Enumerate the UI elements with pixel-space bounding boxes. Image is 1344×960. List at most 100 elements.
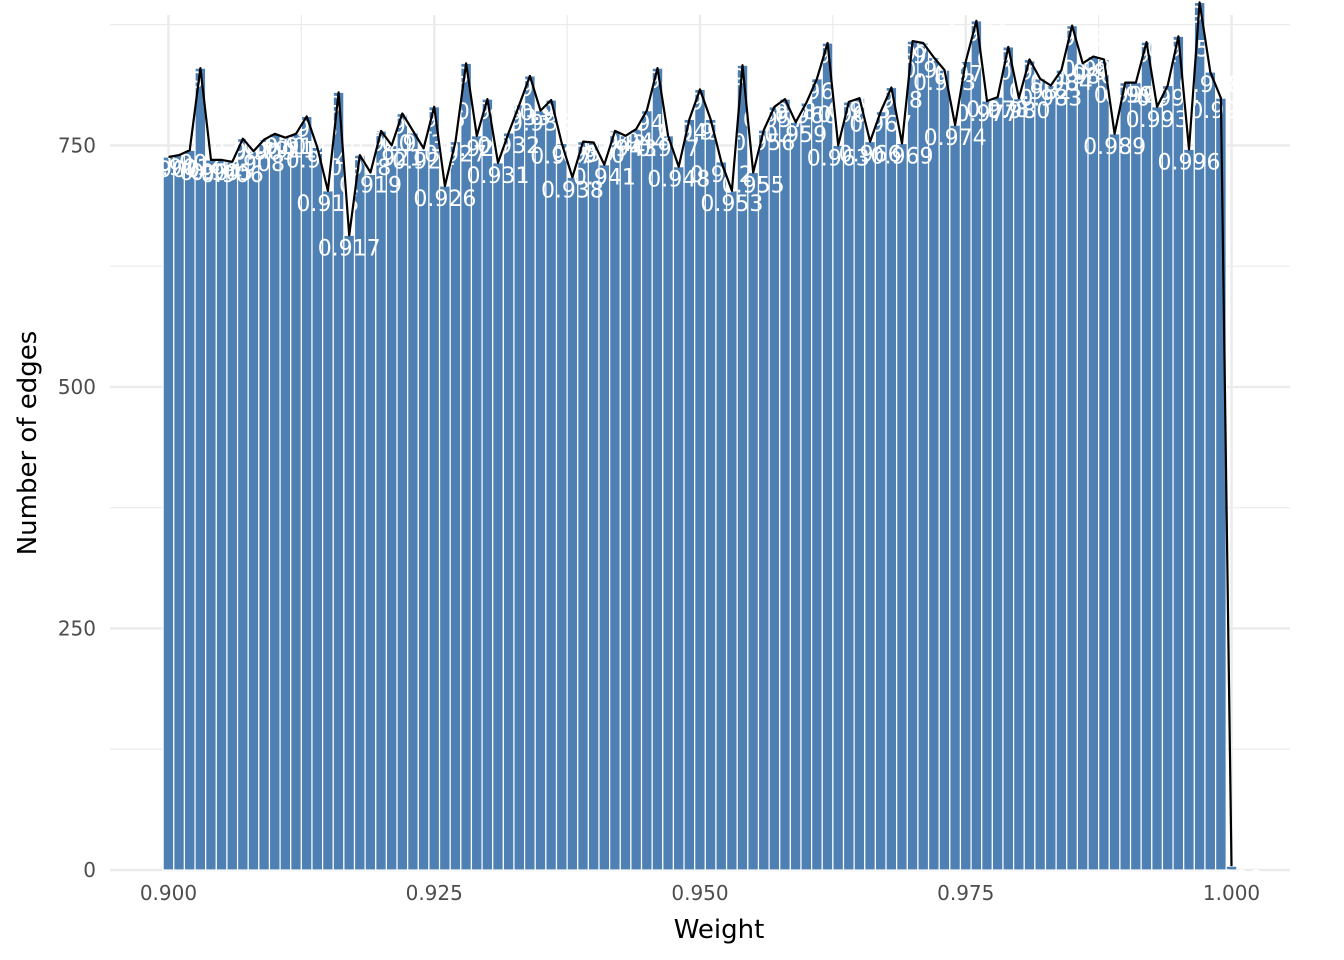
bar-label: 0.994 — [1136, 87, 1199, 112]
bar-label: 0.920 — [350, 132, 413, 157]
bar — [832, 144, 845, 871]
bar — [470, 135, 483, 871]
bar — [1193, 1, 1206, 871]
bar-label: 0.966 — [839, 143, 902, 168]
bar-label: 0.967 — [849, 113, 912, 138]
bar — [513, 104, 526, 871]
bars — [162, 1, 1238, 871]
bar — [1076, 62, 1089, 871]
bar-label: 0.956 — [732, 131, 795, 156]
bar — [555, 142, 568, 871]
bar — [258, 139, 271, 871]
bar — [662, 135, 675, 871]
bar — [864, 140, 877, 871]
bar — [545, 99, 558, 871]
bar-label: 0.989 — [1083, 135, 1146, 160]
bar — [874, 111, 887, 871]
bar-label: 0.922 — [371, 115, 434, 140]
bar-label: 0.901 — [148, 156, 211, 181]
bar-label: 0.914 — [286, 148, 349, 173]
bar-label: 0.932 — [477, 134, 540, 159]
bar — [853, 97, 866, 871]
bar — [300, 115, 313, 871]
x-tick-label: 0.900 — [140, 881, 197, 905]
bar — [747, 171, 760, 871]
bar-label: 0.913 — [275, 117, 338, 142]
y-axis-title: Number of edges — [13, 331, 43, 556]
bar-label: 0.959 — [764, 123, 827, 148]
bar — [725, 190, 738, 871]
x-tick-label: 1.000 — [1203, 881, 1260, 905]
bar-label: 0.911 — [254, 139, 317, 164]
count-line — [168, 1, 1233, 867]
bar — [630, 128, 643, 871]
bar-label: 0.951 — [679, 120, 742, 145]
bar — [364, 171, 377, 871]
bar — [385, 144, 398, 871]
bar-label: 0.972 — [902, 59, 965, 84]
bar-label: 0.993 — [1126, 108, 1189, 133]
bar-label: 0.987 — [1062, 58, 1125, 83]
bar — [1183, 148, 1195, 871]
bar-label: 0.982 — [1009, 80, 1072, 105]
bar-label: 0.904 — [179, 161, 242, 186]
bar — [949, 124, 962, 871]
bar — [290, 133, 302, 871]
y-tick-label: 500 — [58, 375, 96, 399]
bar — [353, 154, 366, 871]
bar — [768, 106, 781, 871]
x-axis-tick-labels: 0.900 0.925 0.950 0.975 1.000 — [140, 881, 1260, 905]
bar — [811, 78, 823, 871]
y-tick-label: 750 — [58, 133, 96, 157]
bar-label: 0.909 — [233, 141, 296, 166]
bar-label: 0.963 — [807, 146, 870, 171]
bar — [577, 140, 589, 871]
bar-label: 0.940 — [562, 144, 625, 169]
bar — [417, 147, 430, 871]
bar — [715, 161, 728, 871]
bar — [502, 132, 515, 871]
bar-label: 0.985 — [1041, 27, 1104, 52]
bar — [481, 98, 494, 871]
bar-label: 0.971 — [892, 44, 955, 69]
bar-label: 0.938 — [541, 178, 604, 203]
bar-label: 0.937 — [530, 144, 593, 169]
bar-label: 0.948 — [647, 168, 710, 193]
bar — [1023, 58, 1036, 871]
bar-label: 0.981 — [998, 60, 1061, 85]
bar — [173, 154, 186, 871]
bar-label: 0.943 — [594, 137, 657, 162]
bar-label: 0.910 — [243, 135, 306, 160]
bar-label: 0.978 — [966, 98, 1029, 123]
bar-label: 0.952 — [690, 163, 753, 188]
bar — [1129, 82, 1142, 871]
bar — [492, 162, 504, 871]
bar — [215, 159, 228, 871]
x-axis-title: Weight — [674, 915, 765, 945]
bar-label: 0.927 — [424, 143, 487, 168]
bar-label: 0.947 — [637, 137, 700, 162]
bar — [407, 130, 419, 871]
bar — [598, 164, 611, 871]
bar — [343, 234, 356, 871]
bar — [449, 140, 462, 871]
bar — [896, 142, 908, 871]
bar-label: 0.935 — [509, 112, 572, 137]
bar — [1098, 58, 1110, 871]
bar — [757, 129, 770, 871]
bar — [779, 98, 791, 871]
bar-labels: 0.9000.9010.9020.9030.9040.9050.9060.907… — [137, 3, 1263, 892]
bar-label: 0.960 — [775, 104, 838, 129]
bar-label: 0.926 — [413, 187, 476, 212]
bar — [566, 176, 579, 871]
bar-label: 0.934 — [498, 77, 561, 102]
bar — [268, 133, 281, 871]
bar — [1204, 71, 1217, 871]
bar-label: 0.961 — [785, 80, 848, 105]
bar — [1044, 84, 1057, 871]
bar — [226, 161, 239, 871]
bar — [1034, 78, 1047, 871]
x-tick-label: 0.925 — [406, 881, 463, 905]
bar — [1140, 41, 1153, 871]
bar — [247, 150, 260, 871]
